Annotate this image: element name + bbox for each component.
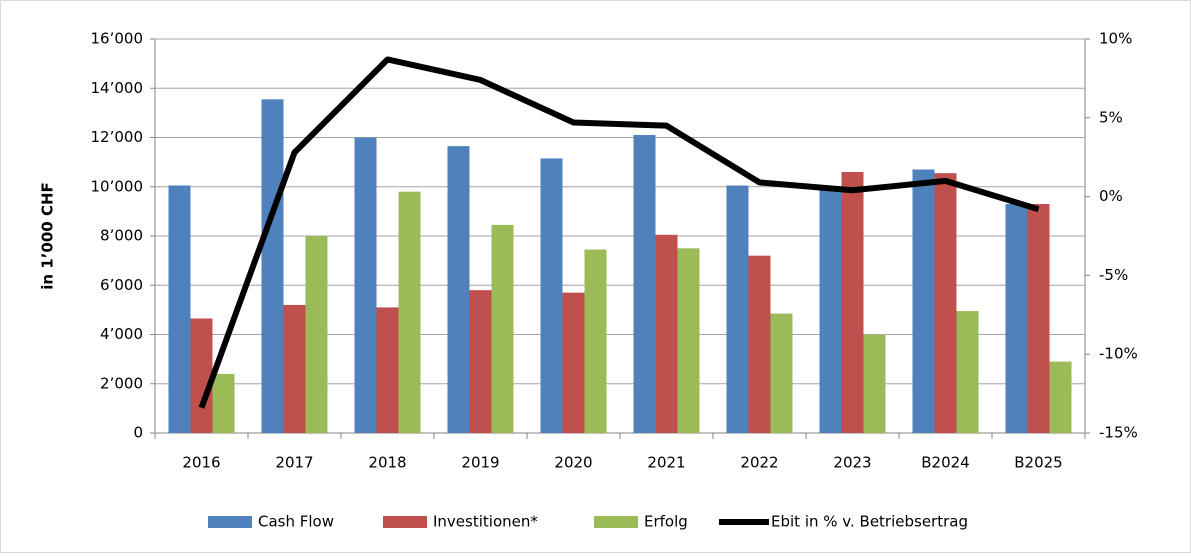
legend-swatch bbox=[594, 516, 638, 528]
bar bbox=[748, 255, 771, 433]
y2-tick-label: -5% bbox=[1099, 266, 1128, 284]
legend-label: Ebit in % v. Betriebsertrag bbox=[771, 513, 968, 531]
x-tick-label: 2021 bbox=[647, 454, 685, 472]
bar bbox=[633, 135, 656, 433]
y-tick-label: 6’000 bbox=[100, 276, 143, 294]
bar bbox=[540, 158, 563, 433]
bar bbox=[305, 236, 328, 433]
bar bbox=[562, 292, 585, 433]
bar bbox=[212, 373, 235, 433]
bar bbox=[956, 311, 979, 433]
bar bbox=[398, 191, 421, 433]
y-tick-label: 10’000 bbox=[91, 177, 144, 195]
y2-tick-label: 0% bbox=[1099, 187, 1123, 205]
x-tick-label: 2020 bbox=[554, 454, 592, 472]
bar bbox=[677, 248, 700, 433]
bar bbox=[1027, 203, 1050, 433]
legend-label: Cash Flow bbox=[258, 513, 334, 531]
y-tick-label: 0 bbox=[133, 424, 143, 442]
legend-label: Erfolg bbox=[644, 513, 688, 531]
bar bbox=[1049, 361, 1072, 433]
x-tick-label: B2024 bbox=[921, 454, 969, 472]
bar bbox=[584, 249, 607, 433]
bar bbox=[354, 137, 377, 433]
bar bbox=[655, 234, 678, 433]
y-tick-label: 4’000 bbox=[100, 325, 143, 343]
y2-tick-label: 10% bbox=[1099, 30, 1132, 48]
legend-swatch bbox=[208, 516, 252, 528]
y2-tick-label: -10% bbox=[1099, 345, 1138, 363]
x-tick-label: 2022 bbox=[740, 454, 778, 472]
x-tick-label: 2016 bbox=[182, 454, 220, 472]
x-tick-label: B2025 bbox=[1014, 454, 1062, 472]
x-tick-label: 2023 bbox=[833, 454, 871, 472]
bar bbox=[447, 146, 470, 433]
bar bbox=[912, 169, 935, 433]
x-tick-label: 2019 bbox=[461, 454, 499, 472]
y-axis-label: in 1’000 CHF bbox=[39, 182, 57, 290]
x-tick-label: 2018 bbox=[368, 454, 406, 472]
bar bbox=[376, 307, 399, 433]
bar bbox=[726, 185, 749, 433]
legend-label: Investitionen* bbox=[433, 513, 538, 531]
x-tick-label: 2017 bbox=[275, 454, 313, 472]
bar bbox=[819, 189, 842, 433]
y2-tick-label: -15% bbox=[1099, 424, 1138, 442]
y-tick-label: 14’000 bbox=[91, 79, 144, 97]
y-tick-label: 2’000 bbox=[100, 374, 143, 392]
bar bbox=[469, 290, 492, 433]
bar bbox=[841, 171, 864, 433]
line-series bbox=[198, 56, 1040, 409]
bar bbox=[770, 313, 793, 433]
legend-swatch bbox=[383, 516, 427, 528]
bar bbox=[491, 224, 514, 433]
bar bbox=[934, 173, 957, 434]
y-tick-label: 8’000 bbox=[100, 227, 143, 245]
bar bbox=[1005, 203, 1028, 433]
y2-tick-label: 5% bbox=[1099, 108, 1123, 126]
y-tick-label: 16’000 bbox=[91, 30, 144, 48]
bar bbox=[190, 318, 213, 433]
y-tick-label: 12’000 bbox=[91, 128, 144, 146]
bar bbox=[283, 304, 306, 433]
bar bbox=[261, 99, 284, 434]
bar bbox=[863, 334, 886, 433]
bar bbox=[168, 185, 191, 433]
